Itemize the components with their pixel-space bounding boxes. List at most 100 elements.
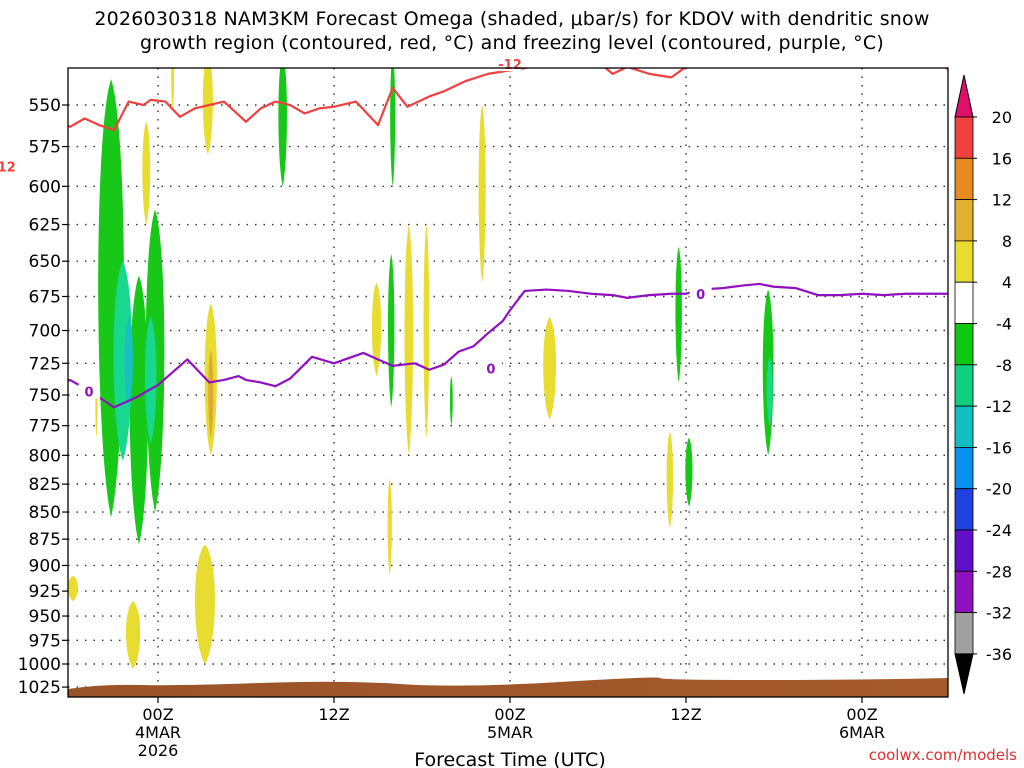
omega-region-4 (404, 224, 414, 456)
omega-region-neg4 (387, 253, 395, 408)
y-tick-label: 625 (29, 216, 61, 236)
colorbar-band (954, 570, 974, 613)
omega-region-neg4 (278, 68, 287, 187)
y-axis: 550 575 600 625 650 675 700 725 750 775 800 825 850 8… (18, 96, 68, 698)
colorbar-label: 4 (1002, 273, 1012, 292)
colorbar-band (954, 364, 974, 407)
colorbar-band (954, 405, 974, 448)
colorbar-label: -24 (986, 521, 1012, 540)
colorbar-band (954, 323, 974, 366)
dgz-label-2: -12 (498, 58, 522, 73)
x-tick-label: 00Z (142, 705, 173, 724)
omega-region-neg12 (124, 317, 133, 408)
omega-region-neg4 (390, 68, 396, 187)
x-tick-label: 12Z (670, 705, 701, 724)
contour-labels: -12 -12 0 0 0 (0, 57, 712, 401)
colorbar-label: -8 (996, 356, 1012, 375)
y-tick-label: 725 (29, 354, 61, 374)
y-tick-label: 1000 (18, 655, 61, 675)
x-axis-label: Forecast Time (UTC) (414, 749, 605, 768)
colorbar-band (954, 488, 974, 531)
y-tick-label: 825 (29, 475, 61, 495)
colorbar: 20 16 12 8 4 -4 -8 -12 -16 -20 -24 -28 -32 -36 (954, 74, 1012, 695)
freezing-label-3: 0 (696, 288, 705, 303)
omega-region-neg4 (449, 376, 453, 426)
colorbar-band (954, 157, 974, 201)
omega-region-4 (478, 105, 486, 283)
plot-frame (67, 67, 949, 698)
colorbar-label: -36 (986, 645, 1012, 664)
y-tick-label: 675 (29, 287, 61, 307)
freezing-label-2: 0 (486, 363, 495, 378)
y-tick-label: 700 (29, 321, 61, 341)
colorbar-band (954, 612, 974, 655)
x-tick-label: 00Z (846, 705, 877, 724)
colorbar-band (954, 240, 974, 283)
colorbar-under-triangle (954, 653, 974, 695)
omega-region-4 (387, 478, 392, 576)
y-tick-label: 950 (29, 607, 61, 627)
omega-region-4 (543, 317, 557, 420)
colorbar-label: -28 (986, 562, 1012, 581)
omega-region-neg8 (766, 356, 773, 426)
colorbar-label: 16 (992, 149, 1012, 168)
omega-region-neg4 (129, 275, 149, 545)
colorbar-label: -20 (986, 480, 1012, 499)
omega-region-neg8 (144, 317, 157, 444)
colorbar-label: -32 (986, 604, 1012, 623)
omega-region-4 (68, 575, 78, 602)
freezing-label-3-bg (689, 287, 712, 302)
omega-region-4 (142, 121, 151, 225)
colorbar-label: -12 (986, 397, 1012, 416)
omega-region-4 (194, 544, 215, 664)
x-tick-label: 00Z (494, 705, 525, 724)
omega-region-4 (171, 68, 175, 109)
omega-region-4 (371, 282, 382, 377)
chart-title-line-2: growth region (contoured, red, °C) and f… (140, 32, 884, 54)
colorbar-label: 20 (992, 108, 1012, 127)
y-tick-label: 1025 (18, 678, 61, 698)
y-tick-label: 975 (29, 631, 61, 651)
colorbar-label: -16 (986, 438, 1012, 457)
colorbar-band (954, 116, 974, 159)
omega-region-4 (666, 431, 674, 529)
colorbar-label: 12 (992, 191, 1012, 210)
dgz-label-1: -12 (0, 160, 16, 175)
y-tick-label: 600 (29, 177, 61, 197)
y-tick-label: 750 (29, 386, 61, 406)
y-tick-label: 775 (29, 417, 61, 437)
dgz-label-1-bg (0, 159, 15, 174)
colorbar-band (954, 446, 974, 490)
omega-region-4 (423, 224, 430, 438)
omega-region-8 (208, 350, 214, 438)
colorbar-band (954, 529, 974, 572)
terrain-ground (68, 677, 948, 697)
x-tick-label: 12Z (318, 705, 349, 724)
omega-region-neg4 (685, 437, 693, 507)
y-tick-label: 550 (29, 96, 61, 116)
y-tick-label: 575 (29, 138, 61, 158)
y-tick-label: 900 (29, 556, 61, 576)
colorbar-label: 8 (1002, 232, 1012, 251)
omega-region-4 (202, 68, 213, 155)
freezing-level-contour (68, 282, 948, 409)
chart-title-line-1: 2026030318 NAM3KM Forecast Omega (shaded… (94, 8, 930, 30)
y-tick-label: 800 (29, 446, 61, 466)
dgz-minus12-contour (68, 68, 948, 132)
colorbar-band (954, 281, 974, 324)
x-tick-date: 5MAR (487, 723, 533, 742)
omega-region-neg4 (675, 246, 682, 383)
colorbar-over-triangle (954, 74, 974, 118)
branding-text: coolwx.com/models (869, 746, 1017, 764)
y-tick-label: 850 (29, 503, 61, 523)
x-tick-date: 4MAR (135, 723, 181, 742)
contours (68, 68, 948, 409)
freezing-label-1: 0 (85, 386, 94, 401)
colorbar-band (954, 199, 974, 242)
omega-region-neg8 (113, 261, 133, 462)
freezing-label-2-bg (479, 361, 502, 376)
colorbar-label: -4 (996, 315, 1012, 334)
freezing-label-1-bg (78, 384, 101, 399)
